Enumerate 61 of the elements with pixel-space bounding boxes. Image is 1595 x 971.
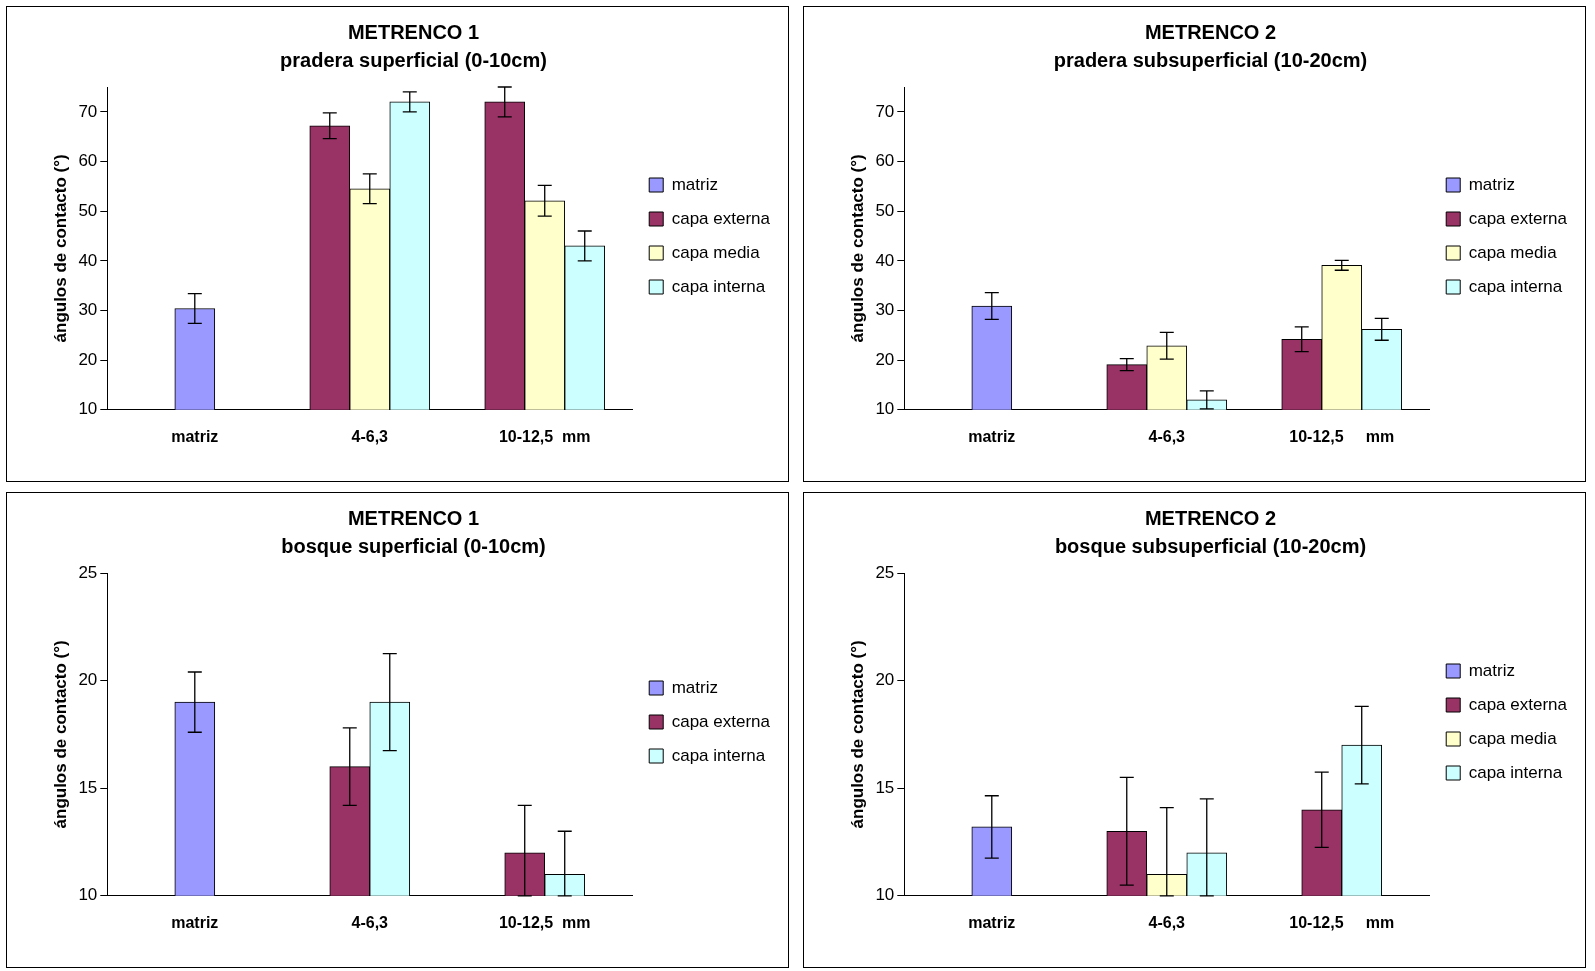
x-tick-label: 4-6,3 bbox=[351, 913, 389, 931]
legend-label: capa interna bbox=[671, 745, 766, 765]
x-tick-label: 10-12,5 mm bbox=[498, 913, 591, 931]
chart-title: METRENCO 2 bbox=[1144, 20, 1277, 43]
x-tick-label: 10-12,5 mm bbox=[498, 427, 591, 445]
legend-label: capa interna bbox=[671, 276, 766, 296]
y-tick-label: 10 bbox=[875, 885, 895, 905]
chart-subtitle: bosque subsuperficial (10-20cm) bbox=[1054, 534, 1367, 557]
legend-label: capa externa bbox=[1468, 208, 1568, 228]
legend-label: matriz bbox=[1468, 660, 1515, 680]
chart-subtitle: pradera subsuperficial (10-20cm) bbox=[1053, 48, 1368, 71]
chart-subtitle: bosque superficial (0-10cm) bbox=[281, 534, 546, 557]
legend-label: capa externa bbox=[671, 208, 771, 228]
x-tick-label: 10-12,5 mm bbox=[1289, 427, 1395, 445]
y-axis-title: ángulos de contacto (°) bbox=[50, 640, 70, 829]
x-tick-label: 4-6,3 bbox=[351, 427, 389, 445]
y-tick-label: 60 bbox=[78, 151, 98, 171]
y-tick-label: 10 bbox=[78, 885, 98, 905]
y-tick-label: 50 bbox=[875, 200, 895, 220]
legend-label: capa externa bbox=[671, 711, 771, 731]
y-tick-label: 25 bbox=[78, 562, 98, 582]
legend-label: matriz bbox=[671, 677, 718, 697]
y-tick-label: 20 bbox=[875, 670, 895, 690]
y-tick-label: 30 bbox=[78, 300, 98, 320]
chart-title: METRENCO 1 bbox=[347, 20, 480, 43]
y-tick-label: 30 bbox=[875, 300, 895, 320]
y-tick-label: 20 bbox=[875, 349, 895, 369]
legend-label: matriz bbox=[671, 174, 718, 194]
y-tick-label: 15 bbox=[78, 777, 98, 797]
y-tick-label: 20 bbox=[78, 670, 98, 690]
x-tick-label: matriz bbox=[171, 427, 219, 445]
y-tick-label: 40 bbox=[78, 250, 98, 270]
legend-label: capa externa bbox=[1468, 694, 1568, 714]
y-tick-label: 40 bbox=[875, 250, 895, 270]
legend-label: capa media bbox=[671, 242, 761, 262]
y-tick-label: 20 bbox=[78, 349, 98, 369]
legend-label: capa interna bbox=[1468, 276, 1563, 296]
y-axis-title: ángulos de contacto (°) bbox=[847, 154, 867, 343]
x-tick-label: 4-6,3 bbox=[1148, 427, 1186, 445]
legend-label: matriz bbox=[1468, 174, 1515, 194]
x-tick-label: matriz bbox=[968, 913, 1016, 931]
x-tick-label: 4-6,3 bbox=[1148, 913, 1186, 931]
y-tick-label: 10 bbox=[78, 399, 98, 419]
x-tick-label: 10-12,5 mm bbox=[1289, 913, 1395, 931]
y-tick-label: 25 bbox=[875, 562, 895, 582]
y-tick-label: 70 bbox=[875, 101, 895, 121]
x-tick-label: matriz bbox=[968, 427, 1016, 445]
legend-label: capa interna bbox=[1468, 762, 1563, 782]
y-axis-title: ángulos de contacto (°) bbox=[50, 154, 70, 343]
y-tick-label: 15 bbox=[875, 777, 895, 797]
legend-label: capa media bbox=[1468, 728, 1558, 748]
y-tick-label: 70 bbox=[78, 101, 98, 121]
chart-title: METRENCO 2 bbox=[1144, 506, 1277, 529]
chart-title: METRENCO 1 bbox=[347, 506, 480, 529]
y-tick-label: 50 bbox=[78, 200, 98, 220]
y-tick-label: 10 bbox=[875, 399, 895, 419]
y-axis-title: ángulos de contacto (°) bbox=[847, 640, 867, 829]
y-tick-label: 60 bbox=[875, 151, 895, 171]
chart-subtitle: pradera superficial (0-10cm) bbox=[280, 48, 547, 71]
x-tick-label: matriz bbox=[171, 913, 219, 931]
legend-label: capa media bbox=[1468, 242, 1558, 262]
